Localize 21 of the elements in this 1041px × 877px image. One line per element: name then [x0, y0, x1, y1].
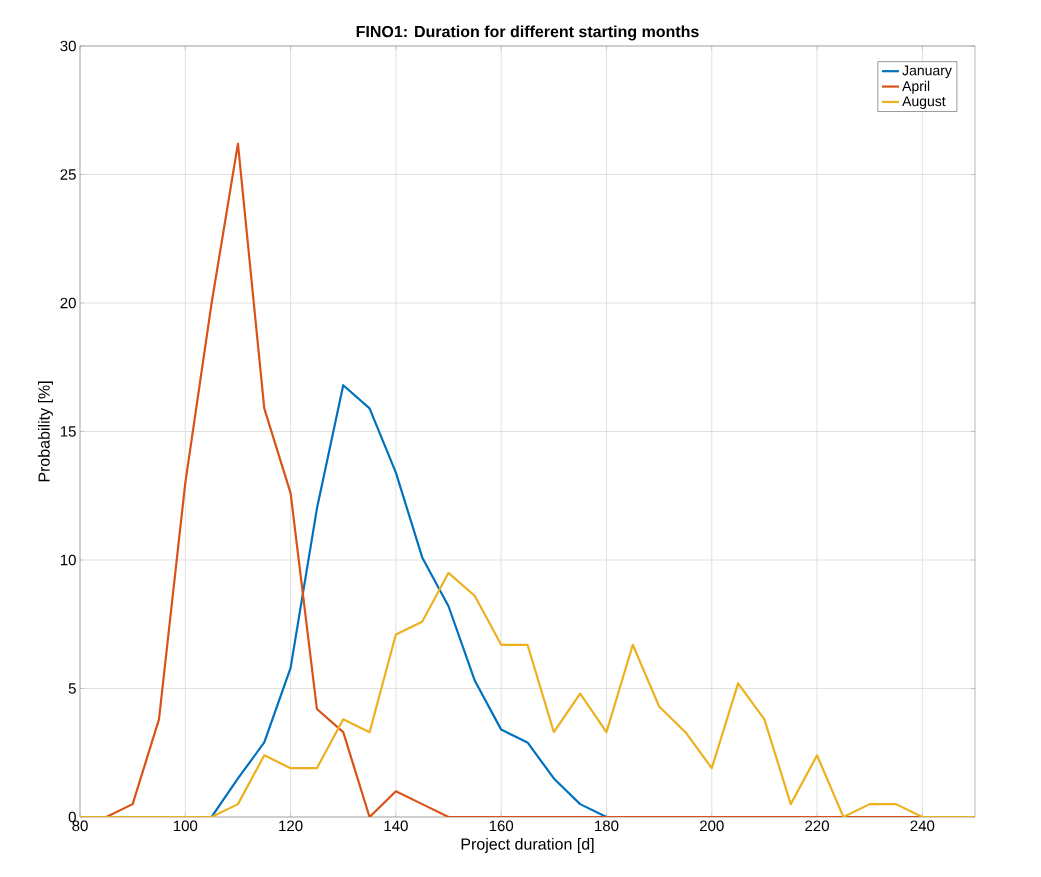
- legend-label: August: [902, 96, 946, 109]
- x-tick-label: 160: [489, 820, 514, 832]
- x-tick-label: 200: [700, 820, 724, 832]
- x-tick-label: 100: [173, 820, 198, 832]
- legend-label: April: [902, 80, 930, 94]
- y-tick-label: 10: [60, 554, 76, 566]
- y-tick-label: 15: [60, 426, 76, 437]
- x-tick-label: 180: [595, 820, 619, 832]
- y-tick-label: 30: [60, 40, 76, 52]
- x-axis-title: Project duration [d]: [461, 838, 594, 853]
- y-axis-title: Probability [%]: [38, 381, 53, 482]
- legend-label: January: [902, 65, 952, 79]
- y-tick-label: 25: [60, 169, 76, 180]
- y-tick-label: 20: [60, 297, 76, 309]
- x-tick-label: 220: [805, 820, 829, 832]
- x-tick-label: 140: [384, 820, 408, 832]
- x-tick-label: 240: [910, 820, 935, 832]
- line-series: [210, 384, 608, 817]
- chart-title: FINO1: Duration for different starting months: [356, 25, 699, 41]
- x-tick-label: 120: [279, 820, 303, 832]
- y-tick-label: 5: [68, 683, 76, 694]
